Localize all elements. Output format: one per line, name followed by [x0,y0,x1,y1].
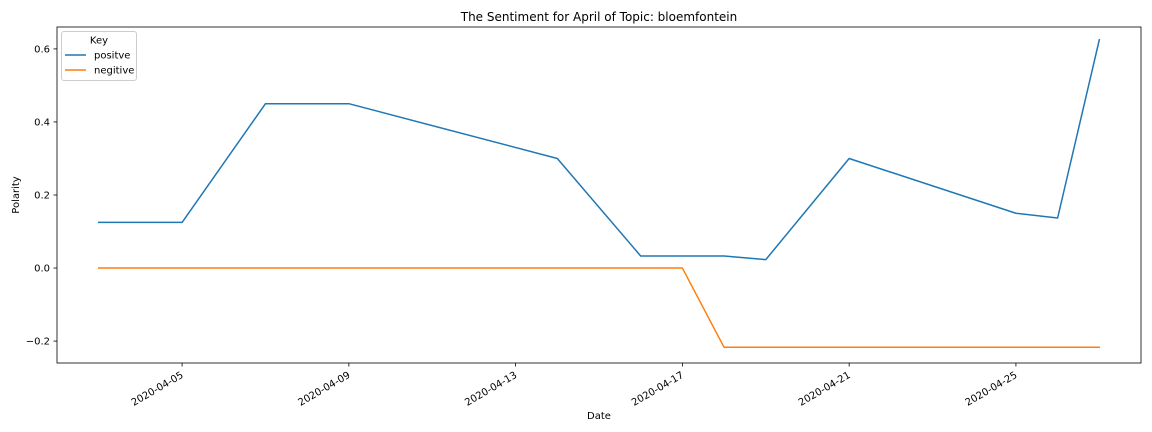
y-tick-label-3: 0.4 [34,117,50,128]
plot-frame [56,26,1142,364]
legend-label-negative: negitive [94,66,134,77]
y-axis-ticks: −0.2 0.0 0.2 0.4 0.6 [26,44,57,348]
y-tick-label-0: −0.2 [26,337,50,348]
data-point-0-7 [765,258,767,260]
data-point-0-8 [848,157,850,159]
y-tick-label-2: 0.2 [34,191,50,202]
x-tick-label-5: 2020-04-25 [964,370,1020,409]
x-tick-label-0: 2020-04-05 [130,370,186,409]
x-tick-label-4: 2020-04-21 [797,370,853,409]
data-point-0-3 [348,103,350,105]
series-line-0 [97,38,1101,261]
x-axis-ticks: 2020-04-05 2020-04-09 2020-04-13 2020-04-17… [130,363,1020,409]
data-point-0-0 [97,221,99,223]
plot-area: 2020-04-05 2020-04-09 2020-04-13 2020-04-17… [26,26,1142,409]
series-line-1 [97,267,1101,349]
x-tick-label-2: 2020-04-13 [463,370,519,409]
data-point-0-6 [723,255,725,257]
data-point-0-9 [1015,212,1017,214]
y-axis-label: Polarity [11,176,22,214]
data-point-0-5 [639,255,641,257]
data-point-0-4 [556,157,558,159]
series-lines [97,38,1101,349]
x-axis-label: Date [587,411,611,422]
y-tick-label-4: 0.6 [34,44,50,55]
data-point-1-2 [723,346,725,348]
data-point-0-10 [1056,217,1058,219]
data-point-1-0 [97,267,99,269]
data-point-0-2 [264,103,266,105]
data-point-1-3 [1098,346,1100,348]
legend-title: Key [90,36,108,47]
y-tick-label-1: 0.0 [34,264,50,275]
legend-label-positive: positve [94,51,130,62]
legend: Key positve negitive [61,31,137,81]
chart-title: The Sentiment for April of Topic: bloemf… [460,10,738,24]
legend-box [61,31,137,81]
data-point-1-1 [681,267,683,269]
x-tick-label-1: 2020-04-09 [297,370,353,409]
x-tick-label-3: 2020-04-17 [630,370,686,409]
data-point-0-11 [1098,39,1100,41]
data-point-0-1 [181,221,183,223]
